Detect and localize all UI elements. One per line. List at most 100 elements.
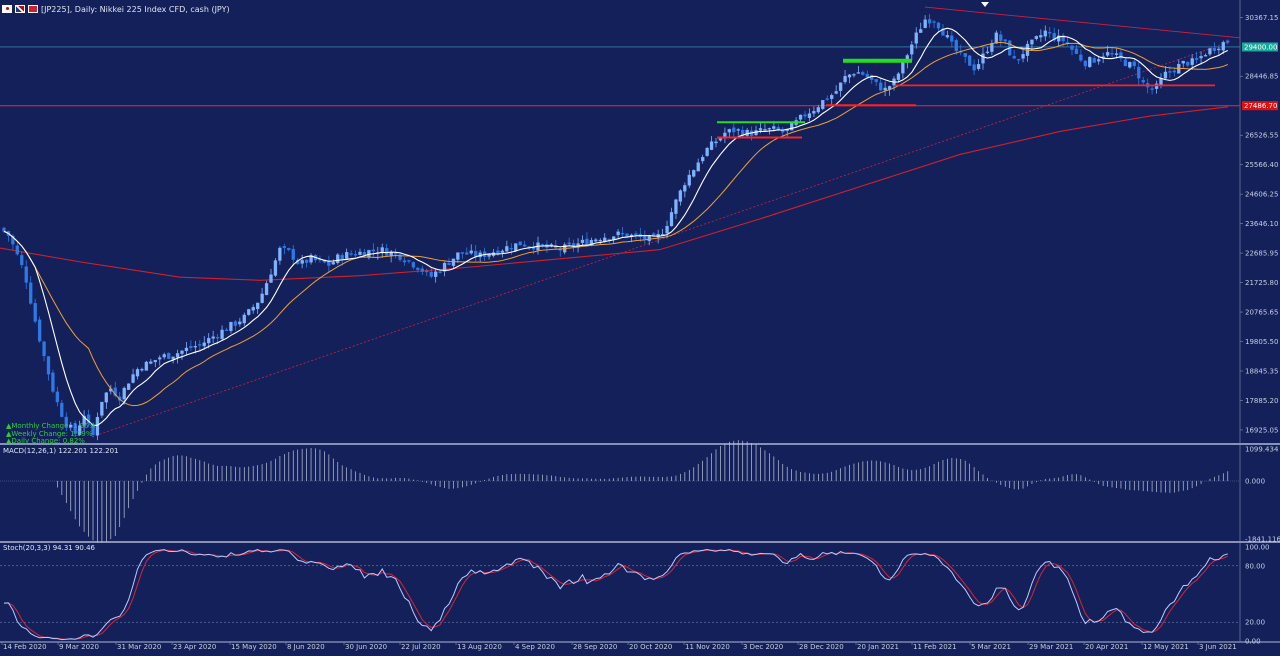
ma-mid-line	[3, 41, 1228, 407]
candle-body	[798, 114, 803, 120]
date-tick-label: 28 Sep 2020	[573, 643, 617, 651]
macd-tick-label: 0.000	[1245, 478, 1265, 486]
candle-body	[465, 252, 469, 255]
candle-body	[500, 250, 505, 253]
candle-body	[1181, 60, 1185, 64]
candle-body	[407, 260, 411, 262]
price-tick-label: 20765.65	[1245, 309, 1278, 317]
candle-body	[985, 51, 990, 54]
date-tick-label: 28 Dec 2020	[799, 643, 844, 651]
candle-body	[451, 258, 456, 266]
candle-body	[371, 249, 376, 252]
stoch-k-line	[3, 548, 1228, 641]
candle-body	[1226, 40, 1230, 43]
candle-body	[1141, 79, 1145, 83]
candle-body	[37, 319, 42, 342]
candle-body	[211, 336, 215, 339]
candle-body	[2, 227, 6, 232]
candle-body	[60, 402, 64, 417]
candle-body	[692, 170, 696, 177]
price-tick-label: 16925.05	[1245, 426, 1278, 434]
date-tick-label: 20 Apr 2021	[1085, 643, 1128, 651]
resistance-line	[924, 6, 1241, 39]
candle-body	[198, 344, 202, 346]
candle-body	[803, 114, 807, 117]
candle-body	[474, 250, 478, 257]
level-price-text: 27486.70	[1244, 102, 1277, 110]
candle-body	[816, 107, 820, 113]
candle-body	[420, 268, 424, 272]
price-tick-label: 21725.80	[1245, 279, 1278, 287]
candle-body	[175, 353, 180, 358]
candle-body	[447, 263, 451, 265]
candle-body	[709, 141, 714, 150]
candle-body	[1212, 47, 1217, 51]
candle-body	[1070, 45, 1074, 50]
price-tick-label: 17885.20	[1245, 397, 1278, 405]
candle-body	[1003, 39, 1007, 42]
candle-body	[1079, 54, 1083, 61]
candle-body	[767, 128, 772, 130]
candle-body	[1057, 35, 1061, 42]
candle-body	[331, 262, 335, 265]
candle-body	[705, 148, 709, 156]
candle-body	[981, 53, 985, 64]
candle-body	[1039, 35, 1043, 38]
candle-body	[1030, 39, 1034, 45]
candle-body	[158, 357, 162, 360]
date-tick-label: 8 Jun 2020	[287, 643, 325, 651]
candle-body	[647, 235, 651, 242]
candle-body	[598, 239, 602, 242]
candle-body	[936, 22, 941, 29]
candle-body	[518, 241, 522, 246]
candle-body	[42, 341, 46, 357]
shift-marker-icon	[981, 2, 989, 7]
price-tick-label: 26526.55	[1245, 132, 1278, 140]
candle-body	[260, 293, 264, 303]
candle-body	[207, 338, 211, 344]
candle-body	[990, 43, 994, 52]
candle-body	[166, 352, 171, 359]
candle-body	[278, 247, 282, 261]
candle-body	[972, 64, 976, 71]
date-tick-label: 12 May 2021	[1143, 643, 1189, 651]
candle-body	[607, 238, 611, 241]
candle-body	[674, 199, 678, 214]
candle-body	[300, 260, 304, 264]
candle-body	[847, 74, 852, 78]
candle-body	[687, 174, 691, 186]
candle-body	[24, 266, 28, 283]
candle-body	[131, 374, 135, 383]
candle-body	[923, 19, 927, 28]
candle-body	[834, 91, 838, 94]
candle-body	[469, 250, 473, 254]
candle-body	[180, 350, 184, 354]
candle-body	[1208, 48, 1212, 55]
candle-body	[1114, 53, 1119, 55]
candle-body	[1128, 62, 1132, 68]
candle-body	[1172, 70, 1176, 73]
candle-body	[233, 321, 238, 326]
candle-body	[247, 309, 251, 315]
candle-body	[15, 245, 19, 255]
candle-body	[540, 244, 545, 246]
candle-body	[385, 248, 389, 256]
candle-body	[1061, 35, 1065, 42]
candle-body	[732, 127, 736, 133]
candle-body	[224, 329, 229, 332]
candle-body	[1088, 56, 1092, 67]
candle-body	[927, 19, 932, 24]
candle-body	[509, 248, 513, 250]
candle-body	[1168, 71, 1172, 73]
date-tick-label: 22 Jul 2020	[401, 643, 441, 651]
stoch-tick-label: 20.00	[1245, 619, 1265, 627]
candle-body	[1150, 88, 1154, 90]
candle-body	[264, 283, 269, 296]
candle-body	[919, 29, 923, 33]
candle-body	[20, 255, 24, 266]
candle-body	[460, 252, 465, 254]
price-tick-label: 25566.40	[1245, 161, 1278, 169]
candle-body	[1154, 83, 1159, 89]
